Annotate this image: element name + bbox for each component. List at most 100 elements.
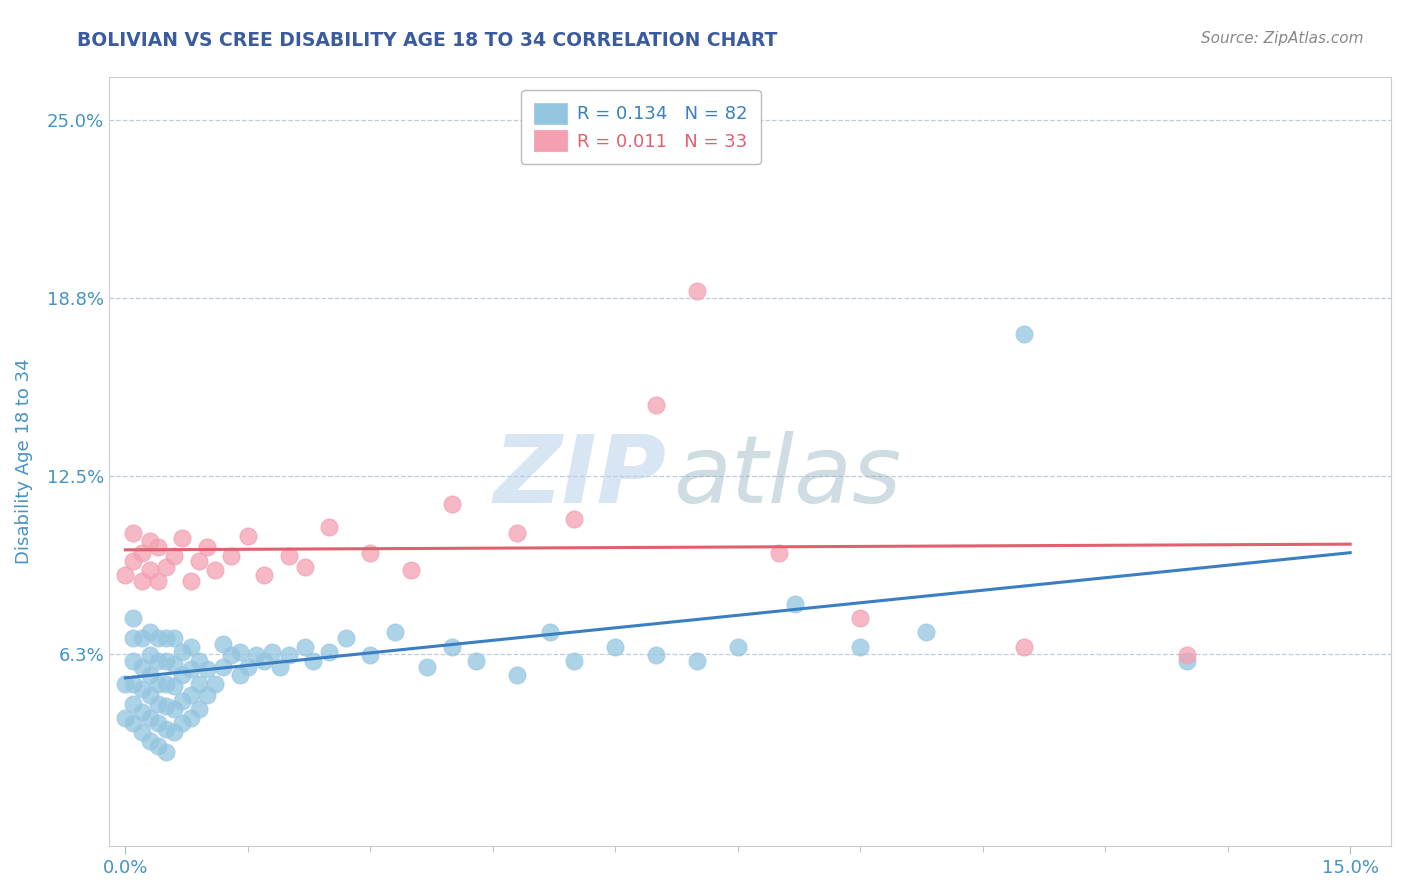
Point [131,682,153,697]
Point [163,549,186,563]
Point [228,668,250,682]
Point [465,654,488,668]
Point [302,654,325,668]
Point [187,676,209,690]
Point [180,711,202,725]
Point [155,631,177,645]
Point [564,654,586,668]
Point [1175,648,1198,662]
Point [131,659,153,673]
Point [262,645,284,659]
Point [163,680,186,694]
Point [146,574,169,589]
Point [359,546,381,560]
Point [212,637,235,651]
Point [172,668,194,682]
Point [155,699,177,714]
Point [195,688,218,702]
Point [172,694,194,708]
Point [849,611,872,625]
Point [180,662,202,676]
Point [204,676,226,690]
Point [163,702,186,716]
Point [277,648,299,662]
Point [139,711,162,725]
Point [155,560,177,574]
Point [155,722,177,736]
Point [131,574,153,589]
Point [228,645,250,659]
Point [155,676,177,690]
Point [146,739,169,754]
Point [139,668,162,682]
Text: BOLIVIAN VS CREE DISABILITY AGE 18 TO 34 CORRELATION CHART: BOLIVIAN VS CREE DISABILITY AGE 18 TO 34… [77,31,778,50]
Point [146,716,169,731]
Point [605,640,627,654]
Point [399,563,422,577]
Point [318,520,340,534]
Point [195,540,218,554]
Point [146,631,169,645]
Point [1012,640,1035,654]
Point [768,546,790,560]
Point [139,563,162,577]
Point [253,654,276,668]
Point [440,497,463,511]
Point [335,631,357,645]
Point [131,546,153,560]
Point [212,659,235,673]
Point [155,745,177,759]
Point [1012,326,1035,341]
Point [122,554,145,568]
Point [146,676,169,690]
Point [139,625,162,640]
Point [131,725,153,739]
Point [236,659,259,673]
Point [269,659,291,673]
Point [506,525,529,540]
Point [1175,654,1198,668]
Point [359,648,381,662]
Point [122,611,145,625]
Point [236,528,259,542]
Point [384,625,406,640]
Legend: R = 0.134   N = 82, R = 0.011   N = 33: R = 0.134 N = 82, R = 0.011 N = 33 [522,90,761,163]
Point [294,640,316,654]
Point [221,549,243,563]
Point [122,676,145,690]
Point [122,716,145,731]
Point [180,688,202,702]
Point [146,697,169,711]
Point [122,654,145,668]
Point [783,597,806,611]
Point [416,659,439,673]
Point [277,549,299,563]
Point [139,648,162,662]
Point [645,398,668,412]
Point [114,711,136,725]
Point [204,563,226,577]
Point [187,702,209,716]
Point [139,733,162,747]
Point [245,648,267,662]
Point [163,725,186,739]
Text: Source: ZipAtlas.com: Source: ZipAtlas.com [1201,31,1364,46]
Point [146,540,169,554]
Point [849,640,872,654]
Point [440,640,463,654]
Point [155,654,177,668]
Point [114,568,136,582]
Point [686,284,709,298]
Point [180,640,202,654]
Point [914,625,936,640]
Point [163,657,186,671]
Point [172,716,194,731]
Point [187,654,209,668]
Y-axis label: Disability Age 18 to 34: Disability Age 18 to 34 [15,359,32,565]
Point [172,645,194,659]
Point [139,534,162,549]
Point [686,654,709,668]
Text: atlas: atlas [673,432,901,523]
Point [122,697,145,711]
Text: ZIP: ZIP [494,431,666,523]
